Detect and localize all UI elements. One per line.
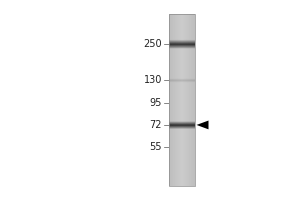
Text: 55: 55 [149,142,162,152]
Text: 130: 130 [144,75,162,85]
Text: 95: 95 [150,98,162,108]
Text: 72: 72 [149,120,162,130]
Text: 250: 250 [143,39,162,49]
